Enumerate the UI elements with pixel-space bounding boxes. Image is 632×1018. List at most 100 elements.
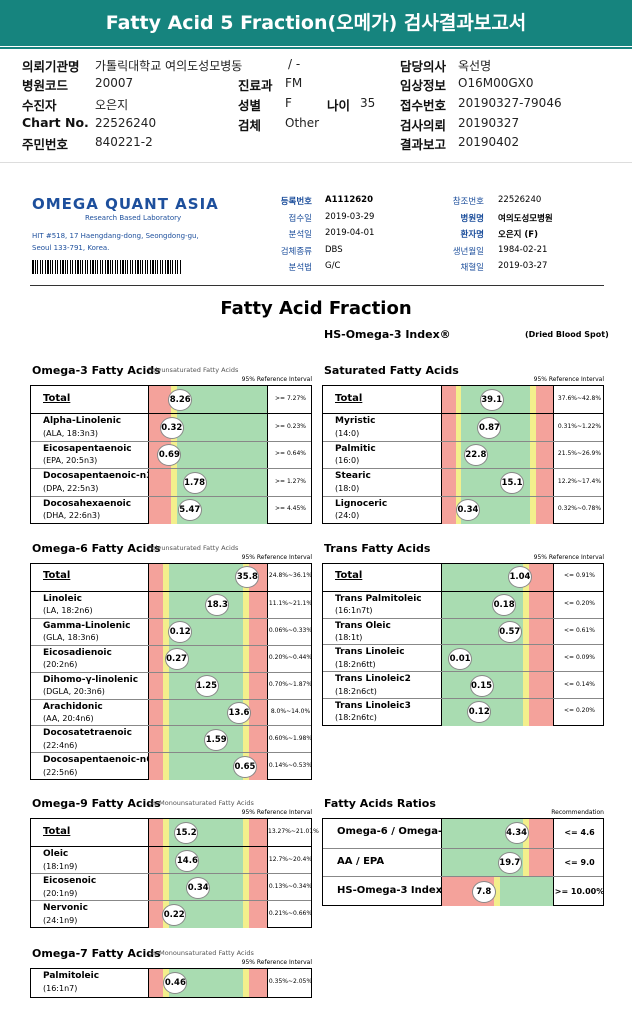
- table-row: Trans Linoleic (18:2n6tt) 0.01 <= 0.09%: [323, 644, 603, 673]
- info-value: FM: [285, 76, 303, 90]
- gauge-zone: [149, 874, 164, 901]
- reference: 12.7%~20.4%: [268, 855, 313, 863]
- section-title: Omega-9 Fatty Acids: [32, 797, 161, 810]
- gauge-zone: [535, 386, 553, 414]
- gauge: 0.65: [148, 753, 268, 781]
- gauge-zone: [535, 414, 553, 442]
- gauge-zone: [149, 386, 171, 414]
- table-row: HS-Omega-3 Index 7.8 >= 10.00%: [323, 876, 604, 907]
- section-title: Fatty Acids Ratios: [324, 797, 436, 810]
- gauge: 1.78: [148, 469, 268, 497]
- table-row: Docosatetraenoic (22:4n6) 1.59 0.60%~1.98%: [31, 725, 312, 754]
- gauge-zone: [149, 469, 171, 497]
- gauge-zone: [529, 672, 553, 699]
- gauge-zone: [242, 672, 249, 700]
- row-name: Total: [335, 392, 363, 404]
- info-value: Other: [285, 116, 320, 130]
- row-name: Eicosadienoic: [43, 647, 112, 658]
- row-name: Myristic: [335, 416, 376, 427]
- barcode-bar: [112, 260, 113, 274]
- barcode-bar: [99, 260, 102, 274]
- table-row: Nervonic (24:1n9) 0.22 0.21%~0.66%: [31, 900, 312, 928]
- value-bubble: 0.69: [157, 444, 182, 467]
- gauge-zone: [176, 414, 267, 442]
- barcode-bar: [62, 260, 64, 274]
- table-row: Total 35.8 24.8%~36.1%: [31, 564, 312, 591]
- barcode-bar: [134, 260, 136, 274]
- gauge: 15.2: [148, 819, 268, 846]
- gauge-zone: [170, 469, 177, 497]
- gauge-zone: [455, 441, 462, 470]
- result-table: Omega-6 / Omega-3 4.34 <= 4.6 AA / EPA 19.7 <…: [322, 818, 604, 907]
- table-row: Docosahexaenoic (DHA, 22:6n3) 5.47 >= 4.45%: [31, 495, 311, 524]
- lab-field-value: 여의도성모병원: [498, 214, 553, 224]
- row-detail: (DHA, 22:6n3): [43, 511, 101, 521]
- gauge-zone: [442, 414, 456, 442]
- barcode-bar: [59, 260, 61, 274]
- gauge-zone: [149, 699, 164, 727]
- table-row: Docosapentaenoic-n3 (DPA, 22:5n3) 1.78 >= 1…: [31, 468, 311, 497]
- barcode-bar: [139, 260, 141, 274]
- gauge-zone: [529, 591, 553, 619]
- value-bubble: 0.87: [477, 417, 502, 440]
- row-name: AA / EPA: [337, 856, 385, 868]
- header-rule: [0, 47, 632, 49]
- specimen: (Dried Blood Spot): [525, 330, 609, 339]
- gauge-zone: [529, 564, 553, 591]
- report-title: Fatty Acid Fraction: [220, 298, 412, 319]
- gauge-zone: [163, 618, 170, 646]
- barcode-bar: [69, 260, 72, 274]
- gauge-zone: [248, 618, 267, 646]
- section-subtitle: cis-Monounsaturated Fatty Acids: [148, 799, 254, 807]
- gauge-zone: [169, 753, 243, 781]
- value-bubble: 0.65: [233, 755, 257, 778]
- info-label: 담당의사: [400, 59, 447, 74]
- table-row: Trans Palmitoleic (16:1n7t) 0.18 <= 0.20%: [323, 590, 603, 619]
- lab-field-label: 분석법: [288, 263, 312, 273]
- info-label: 수진자: [22, 98, 57, 113]
- gauge-zone: [442, 386, 456, 414]
- gauge-zone: [523, 699, 529, 726]
- lab-field-label: 환자명: [460, 230, 484, 240]
- gauge-zone: [149, 847, 164, 874]
- barcode-bar: [79, 260, 81, 274]
- reference: 0.06%~0.33%: [268, 627, 313, 635]
- gauge: 8.26: [148, 386, 268, 414]
- gauge: 19.7: [441, 848, 554, 878]
- info-label: 임상정보: [400, 78, 447, 93]
- lab-field-label: 참조번호: [452, 197, 484, 207]
- lab-field-value: DBS: [325, 245, 343, 255]
- info-value: O16M00GX0: [458, 76, 534, 90]
- gauge-zone: [242, 819, 249, 846]
- value-bubble: 1.25: [194, 675, 219, 698]
- barcode-bar: [162, 260, 163, 274]
- gauge-zone: [455, 469, 462, 497]
- row-detail: (20:1n9): [43, 888, 78, 898]
- gauge-zone: [248, 645, 267, 673]
- gauge-zone: [442, 441, 456, 470]
- barcode-bar: [57, 260, 58, 274]
- row-name: Docosapentaenoic-n6: [43, 755, 153, 766]
- barcode-bar: [129, 260, 132, 274]
- barcode-bar: [42, 260, 43, 274]
- row-name: HS-Omega-3 Index: [337, 884, 443, 896]
- barcode-bar: [152, 260, 154, 274]
- result-table: Total 35.8 24.8%~36.1% Linoleic (LA, 18:2n6)…: [30, 563, 313, 781]
- table-row: Dihomo-γ-linolenic (DGLA, 20:3n6) 1.25 0.70…: [31, 671, 312, 700]
- gauge-zone: [242, 969, 249, 997]
- value-bubble: 1.78: [182, 471, 207, 494]
- lab-logo: OMEGA QUANT ASIA: [32, 195, 219, 213]
- gauge-zone: [248, 726, 267, 754]
- row-name: Eicosapentaenoic: [43, 443, 132, 454]
- gauge-zone: [163, 564, 170, 591]
- barcode-bar: [114, 260, 117, 274]
- section-subtitle: Polyunsaturated Fatty Acids: [148, 366, 239, 374]
- row-name: Palmitoleic: [43, 971, 100, 981]
- value-bubble: 15.2: [174, 821, 199, 844]
- gauge-zone: [169, 564, 243, 591]
- barcode-bar: [94, 260, 96, 274]
- gauge-zone: [149, 969, 164, 997]
- barcode-bar: [179, 260, 181, 274]
- row-name: Total: [43, 825, 71, 837]
